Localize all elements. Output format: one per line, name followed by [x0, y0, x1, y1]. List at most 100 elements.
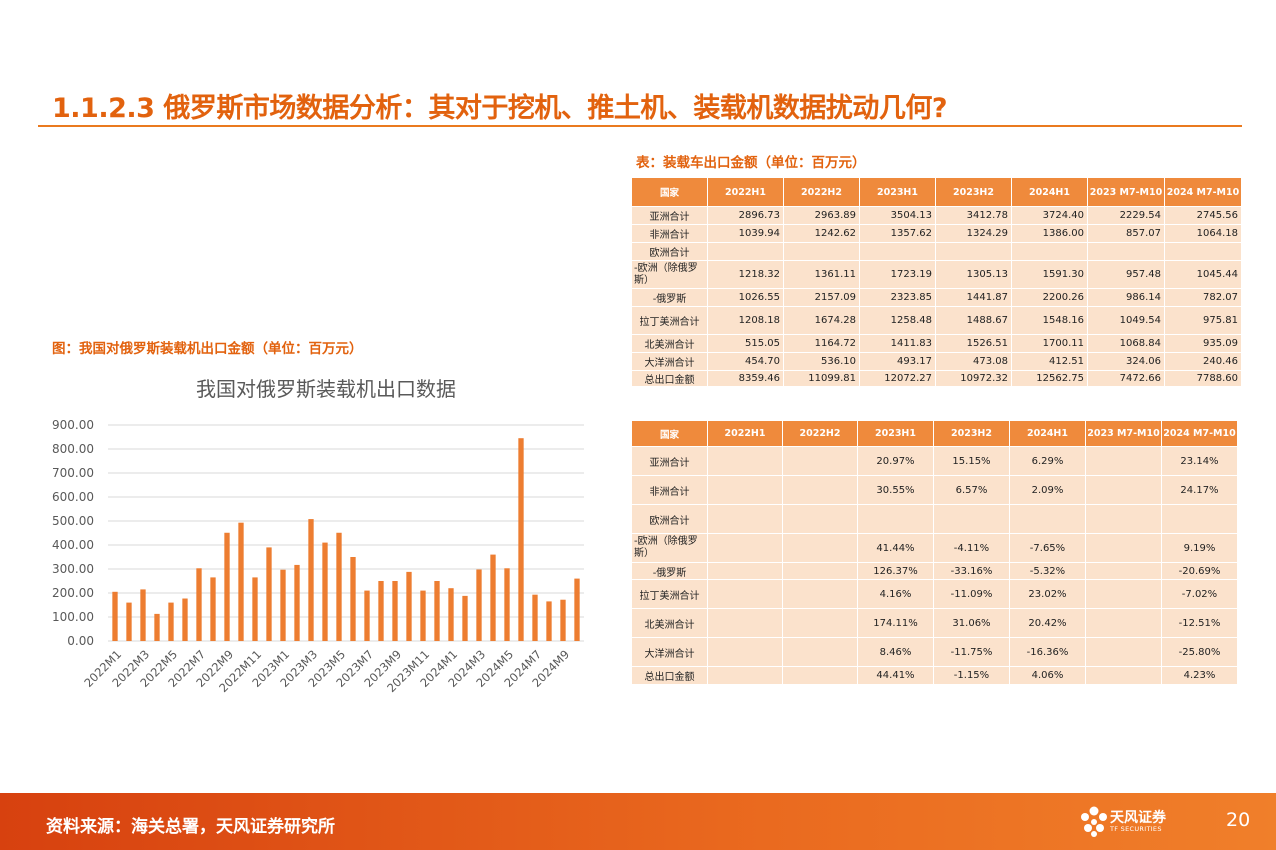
row-label: 拉丁美洲合计: [631, 579, 708, 609]
y-tick-label: 900.00: [52, 418, 94, 432]
table1-header-3: 2023H1: [859, 177, 936, 207]
y-tick-label: 0.00: [67, 634, 94, 648]
table-cell: 174.11%: [857, 608, 934, 638]
table-cell: [783, 242, 860, 261]
table-cell: [859, 242, 936, 261]
table-cell: [707, 446, 783, 476]
table1-header-6: 2023 M7-M10: [1087, 177, 1165, 207]
chart-title: 我国对俄罗斯装载机出口数据: [196, 377, 456, 401]
table-row: -欧洲（除俄罗斯） 41.44% -4.11% -7.65% 9.19%: [631, 533, 1238, 563]
table-cell: 20.42%: [1009, 608, 1086, 638]
table-cell: 493.17: [859, 352, 936, 371]
row-label: 拉丁美洲合计: [631, 306, 708, 335]
table-cell: 1064.18: [1164, 224, 1242, 243]
bar-2022M2: [126, 602, 132, 641]
table-cell: 782.07: [1164, 288, 1242, 307]
table-cell: 24.17%: [1161, 475, 1238, 505]
table-cell: 30.55%: [857, 475, 934, 505]
table-cell: 7472.66: [1087, 370, 1165, 387]
table-cell: [1085, 666, 1162, 685]
table-cell: 1164.72: [783, 334, 860, 353]
row-label: 非洲合计: [631, 475, 708, 505]
table-cell: 1674.28: [783, 306, 860, 335]
table-cell: 6.57%: [933, 475, 1010, 505]
table-cell: 857.07: [1087, 224, 1165, 243]
table-cell: [782, 475, 858, 505]
table-cell: -25.80%: [1161, 637, 1238, 667]
bar-2024M1: [448, 588, 454, 641]
bar-2023M12: [434, 581, 440, 641]
table-cell: 1700.11: [1011, 334, 1088, 353]
table2-header-0: 国家: [631, 420, 708, 447]
bar-2024M9: [560, 599, 566, 641]
table-cell: 935.09: [1164, 334, 1242, 353]
table-row: 欧洲合计: [631, 242, 1242, 261]
page-title: 1.1.2.3 俄罗斯市场数据分析：其对于挖机、推土机、装载机数据扰动几何?: [52, 93, 947, 124]
table-cell: 1357.62: [859, 224, 936, 243]
table-cell: [1009, 504, 1086, 534]
bar-2024M8: [546, 601, 552, 641]
table-cell: 957.48: [1087, 260, 1165, 289]
table-row: -俄罗斯 1026.55 2157.09 2323.85 1441.87 2200.26 9…: [631, 288, 1242, 307]
table1-caption: 表：装载车出口金额（单位：百万元）: [636, 155, 866, 171]
table-cell: 126.37%: [857, 562, 934, 580]
brand-name-en: TF SECURITIES: [1110, 825, 1162, 833]
row-label: 北美洲合计: [631, 334, 708, 353]
table-cell: 1526.51: [935, 334, 1012, 353]
bar-2024M7: [532, 594, 538, 641]
row-label: -欧洲（除俄罗斯）: [631, 533, 708, 563]
table-row: 非洲合计 1039.94 1242.62 1357.62 1324.29 1386.00 8…: [631, 224, 1242, 243]
table-row: 北美洲合计 174.11% 31.06% 20.42% -12.51%: [631, 608, 1238, 638]
y-tick-label: 300.00: [52, 562, 94, 576]
table-cell: 1258.48: [859, 306, 936, 335]
table-cell: 1218.32: [707, 260, 784, 289]
table-cell: [1085, 504, 1162, 534]
bar-2022M5: [168, 602, 174, 641]
table-cell: 20.97%: [857, 446, 934, 476]
bar-2022M3: [140, 589, 146, 641]
table-cell: 473.08: [935, 352, 1012, 371]
table-cell: -12.51%: [1161, 608, 1238, 638]
bar-2024M3: [476, 569, 482, 641]
table1-header-2: 2022H2: [783, 177, 860, 207]
table-cell: 1591.30: [1011, 260, 1088, 289]
table-cell: -16.36%: [1009, 637, 1086, 667]
table-cell: 1208.18: [707, 306, 784, 335]
table1-header-0: 国家: [631, 177, 708, 207]
row-label: 总出口金额: [631, 666, 708, 685]
export-amount-table: 国家 2022H1 2022H2 2023H1 2023H2 2024H1 2023 M7-…: [631, 177, 1242, 387]
table-cell: -7.02%: [1161, 579, 1238, 609]
table-cell: 4.23%: [1161, 666, 1238, 685]
table-cell: 8359.46: [707, 370, 784, 387]
table-cell: 1361.11: [783, 260, 860, 289]
table-cell: 2323.85: [859, 288, 936, 307]
table-row: 北美洲合计 515.05 1164.72 1411.83 1526.51 1700.11 1…: [631, 334, 1242, 353]
table-cell: 454.70: [707, 352, 784, 371]
row-label: 亚洲合计: [631, 206, 708, 225]
table-cell: [1161, 504, 1238, 534]
bar-2024M6: [518, 438, 524, 641]
table-cell: 1548.16: [1011, 306, 1088, 335]
y-tick-label: 600.00: [52, 490, 94, 504]
table-cell: [707, 475, 783, 505]
table-cell: 2157.09: [783, 288, 860, 307]
table-cell: 1441.87: [935, 288, 1012, 307]
table-cell: 10972.32: [935, 370, 1012, 387]
table-cell: 324.06: [1087, 352, 1165, 371]
bar-2024M4: [490, 554, 496, 641]
table-cell: [782, 608, 858, 638]
table-cell: 2200.26: [1011, 288, 1088, 307]
row-label: 欧洲合计: [631, 504, 708, 534]
table-cell: 1411.83: [859, 334, 936, 353]
table-cell: [707, 608, 783, 638]
table-row: 总出口金额 44.41% -1.15% 4.06% 4.23%: [631, 666, 1238, 685]
table-cell: -7.65%: [1009, 533, 1086, 563]
table-row: 拉丁美洲合计 4.16% -11.09% 23.02% -7.02%: [631, 579, 1238, 609]
footer-bar: 资料来源：海关总署，天风证券研究所 天风证券 TF SECURITIES 20: [0, 793, 1276, 850]
y-tick-label: 800.00: [52, 442, 94, 456]
table2-header-6: 2023 M7-M10: [1085, 420, 1162, 447]
y-tick-label: 400.00: [52, 538, 94, 552]
table-cell: [782, 579, 858, 609]
table-cell: [1085, 446, 1162, 476]
table-cell: [1085, 533, 1162, 563]
